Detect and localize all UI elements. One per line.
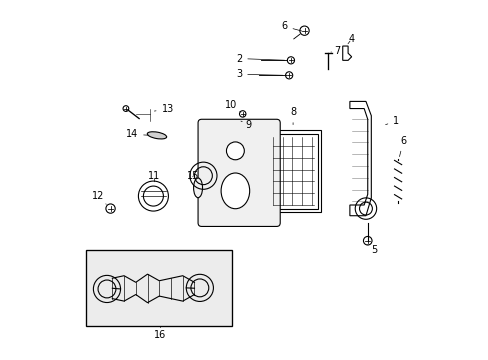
Ellipse shape xyxy=(221,173,249,209)
Text: 10: 10 xyxy=(224,100,241,112)
Text: 11: 11 xyxy=(148,171,160,182)
Text: 1: 1 xyxy=(385,116,399,126)
Bar xyxy=(85,249,231,327)
Text: 15: 15 xyxy=(186,171,199,181)
Ellipse shape xyxy=(193,178,202,198)
Text: 14: 14 xyxy=(125,129,148,139)
Text: 12: 12 xyxy=(92,191,106,204)
Bar xyxy=(265,130,321,212)
Text: 2: 2 xyxy=(236,54,284,64)
Text: 7: 7 xyxy=(330,46,340,56)
Text: 4: 4 xyxy=(347,34,354,44)
FancyBboxPatch shape xyxy=(198,119,280,226)
Text: 6: 6 xyxy=(281,21,301,31)
Ellipse shape xyxy=(147,132,166,139)
Text: 5: 5 xyxy=(367,244,376,255)
Text: 6: 6 xyxy=(399,136,406,157)
Bar xyxy=(269,134,317,208)
Text: 16: 16 xyxy=(154,327,166,341)
Text: 9: 9 xyxy=(241,120,251,130)
Text: 3: 3 xyxy=(236,69,282,79)
Text: 8: 8 xyxy=(289,107,296,125)
Text: 13: 13 xyxy=(154,104,173,114)
Circle shape xyxy=(226,142,244,160)
